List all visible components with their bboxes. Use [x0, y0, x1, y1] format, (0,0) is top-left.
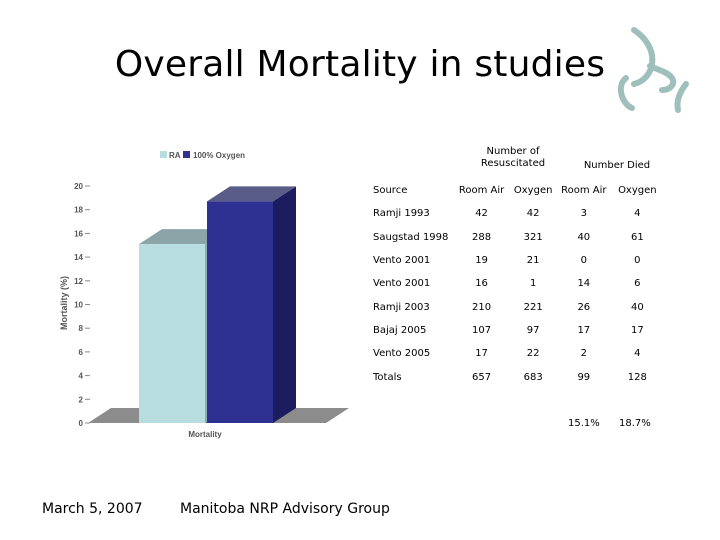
table-cell-value: 97: [526, 324, 540, 336]
table-cell-value: 288: [472, 231, 492, 243]
table-row: Vento 2001 16 1 14 6: [365, 272, 665, 295]
y-axis-label: Mortality (%): [59, 276, 69, 330]
table-cell-value: 1: [529, 278, 537, 290]
table-row: Saugstad 1998 288 321 40 61: [365, 226, 665, 249]
table-cell-source: Vento 2005: [373, 348, 431, 360]
table-cell-value: 42: [475, 208, 488, 220]
table-header-row: Source Room Air Oxygen Room Air Oxygen: [365, 179, 665, 202]
bar-top-face: [139, 229, 228, 245]
column-header: Oxygen: [618, 185, 657, 197]
y-tick-label: 8: [79, 324, 84, 333]
chart-legend: RA 100% Oxygen: [160, 151, 245, 160]
legend-label-ra: RA: [169, 151, 181, 160]
table-cell-source: Vento 2001: [373, 278, 431, 290]
mortality-bar-chart: RA 100% Oxygen Mortality (%) Mortality 0…: [59, 151, 349, 439]
legend-swatch-oxygen: [183, 151, 190, 158]
table-cell-value: 26: [577, 301, 591, 313]
table-row: Vento 2005 17 22 2 4: [365, 342, 665, 365]
bar-oxygen: [207, 186, 296, 423]
y-tick-label: 20: [74, 182, 83, 191]
table-cell-value: 14: [577, 278, 591, 290]
slide-title: Overall Mortality in studies: [114, 44, 606, 85]
footer-organization: Manitoba NRP Advisory Group: [180, 501, 390, 517]
table-cell-value: 19: [475, 255, 488, 267]
table-cell-value: 40: [577, 231, 591, 243]
y-tick-label: 4: [79, 372, 84, 381]
table-cell-value: 321: [523, 231, 543, 243]
table-row: Vento 2001 19 21 0 0: [365, 249, 665, 272]
y-tick-label: 12: [74, 277, 83, 286]
percent-oxygen: 18.7%: [619, 418, 651, 429]
table-cell-value: 42: [526, 208, 540, 220]
table-cell-value: 657: [472, 371, 492, 383]
table-cell-value: 22: [526, 348, 540, 360]
bar-front-face: [139, 244, 205, 423]
table-cell-value: 4: [634, 348, 641, 360]
table-row: Ramji 2003 210 221 26 40: [365, 295, 665, 318]
column-header: Oxygen: [513, 185, 553, 197]
table-cell-value: 40: [630, 301, 644, 313]
table-cell-source: Saugstad 1998: [373, 231, 449, 243]
table-cell-value: 4: [634, 208, 641, 220]
table-cell-value: 0: [634, 255, 641, 267]
table-cell-value: 61: [630, 231, 644, 243]
y-tick-label: 2: [79, 395, 84, 404]
percent-room-air: 15.1%: [568, 418, 600, 429]
table-cell-value: 107: [472, 324, 492, 336]
table-cell-value: 21: [526, 255, 540, 267]
table-cell-value: 2: [580, 348, 587, 360]
column-header: Room Air: [561, 185, 607, 197]
table-row: Totals 657 683 99 128: [365, 365, 665, 388]
header-number-died: Number Died: [583, 160, 651, 171]
table-cell-value: 3: [580, 208, 587, 220]
table-cell-source: Vento 2001: [373, 255, 431, 267]
table-cell-source: Bajaj 2005: [373, 324, 427, 336]
table-cell-value: 210: [472, 301, 492, 313]
column-header: Source: [373, 185, 408, 197]
y-axis-ticks: 0 2 4 6 8 10 12 14 16 18 20: [74, 182, 90, 428]
table-cell-value: 16: [475, 278, 488, 290]
y-tick-label: 10: [74, 301, 83, 310]
table-cell-value: 0: [580, 255, 587, 267]
y-tick-label: 14: [74, 253, 83, 262]
footer-date: March 5, 2007: [42, 501, 143, 517]
table-cell-value: 221: [523, 301, 543, 313]
table-cell-source: Ramji 2003: [373, 301, 430, 313]
study-data-table: Source Room Air Oxygen Room Air Oxygen R…: [365, 179, 665, 389]
header-number-resuscitated: Number of Resuscitated: [480, 146, 546, 169]
bar-front-face: [207, 201, 273, 423]
y-tick-label: 6: [79, 348, 84, 357]
y-tick-label: 18: [74, 206, 83, 215]
table-cell-value: 17: [475, 348, 488, 360]
table-row: Ramji 1993 42 42 3 4: [365, 202, 665, 225]
table-cell-value: 683: [523, 371, 543, 383]
table-cell-value: 99: [577, 371, 591, 383]
table-row: Bajaj 2005 107 97 17 17: [365, 319, 665, 342]
table-cell-value: 17: [577, 324, 591, 336]
bar-side-face: [273, 186, 296, 423]
column-header: Room Air: [458, 185, 505, 197]
table-cell-source: Ramji 1993: [373, 208, 430, 220]
y-tick-label: 0: [79, 419, 84, 428]
legend-label-oxygen: 100% Oxygen: [193, 151, 245, 160]
table-cell-source: Totals: [373, 371, 402, 383]
legend-swatch-ra: [160, 151, 167, 158]
table-cell-value: 17: [630, 324, 644, 336]
bar-series: [139, 186, 296, 423]
head-profile-outline-icon: [617, 27, 689, 113]
y-tick-label: 16: [74, 229, 83, 238]
x-axis-label: Mortality: [188, 430, 222, 439]
table-cell-value: 6: [634, 278, 641, 290]
bar-top-face: [207, 186, 296, 202]
table-cell-value: 128: [627, 371, 647, 383]
